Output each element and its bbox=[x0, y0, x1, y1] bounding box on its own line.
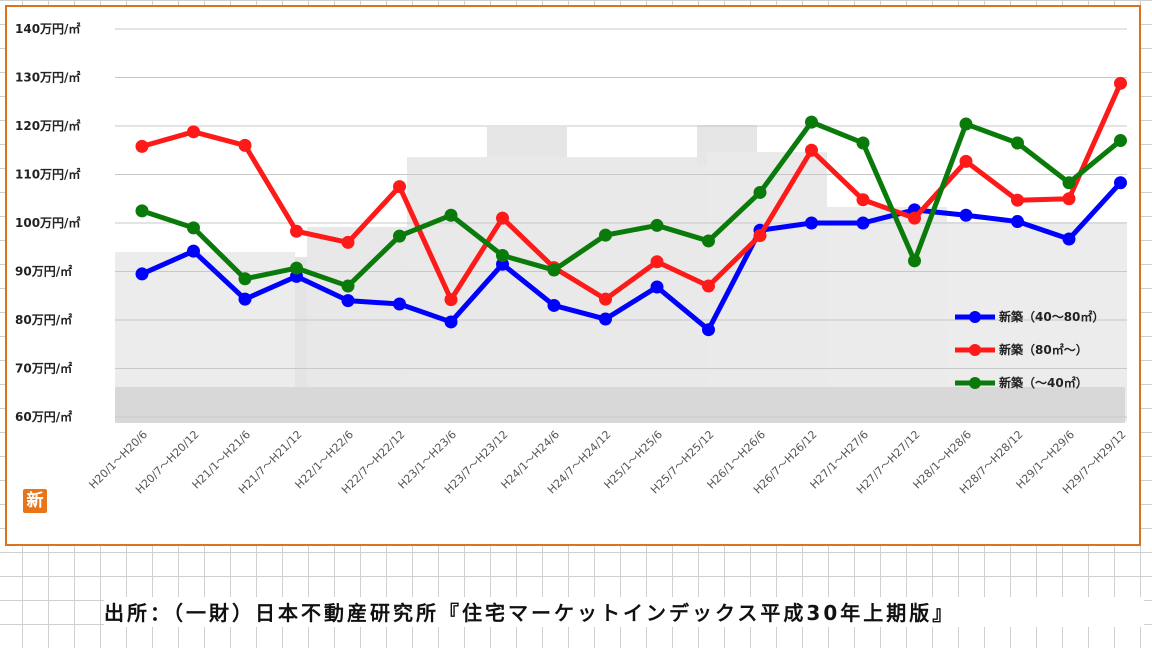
y-tick-label: 100万円/㎡ bbox=[15, 215, 80, 230]
data-point bbox=[856, 193, 870, 207]
series-1 bbox=[135, 76, 1127, 307]
data-point bbox=[1062, 232, 1076, 246]
series-line bbox=[141, 82, 1123, 303]
data-point bbox=[393, 229, 406, 243]
data-point bbox=[135, 139, 149, 153]
data-point bbox=[599, 312, 612, 326]
data-point bbox=[444, 315, 458, 329]
data-point bbox=[856, 216, 870, 230]
data-point bbox=[1011, 193, 1024, 207]
new-badge: 新 bbox=[23, 489, 47, 513]
data-point bbox=[238, 292, 252, 306]
data-point bbox=[1114, 76, 1127, 90]
photo-foreground bbox=[115, 387, 1125, 423]
data-point bbox=[341, 294, 355, 308]
data-point bbox=[238, 138, 252, 152]
data-point bbox=[393, 180, 406, 194]
source-caption: 出所：（一財）日本不動産研究所『住宅マーケットインデックス平成30年上期版』 bbox=[104, 597, 1144, 627]
data-point bbox=[187, 244, 200, 258]
chart-frame: 60万円/㎡ 70万円/㎡ 80万円/㎡ 90万円/㎡ 100万円/㎡ 110万円/㎡ 12… bbox=[5, 5, 1141, 546]
data-point bbox=[959, 154, 973, 168]
data-point bbox=[290, 224, 303, 238]
y-tick-label: 90万円/㎡ bbox=[15, 264, 72, 279]
series-line bbox=[141, 119, 1123, 289]
data-point bbox=[599, 292, 612, 306]
photo-building bbox=[827, 207, 947, 422]
line-chart: 60万円/㎡ 70万円/㎡ 80万円/㎡ 90万円/㎡ 100万円/㎡ 110万円/㎡ 12… bbox=[15, 21, 1129, 496]
data-point bbox=[959, 117, 973, 131]
data-point bbox=[702, 234, 715, 248]
data-point bbox=[187, 221, 200, 235]
data-point bbox=[1062, 192, 1076, 206]
data-point bbox=[187, 125, 200, 139]
legend: 新築（40～80㎡） 新築（80㎡～） 新築（～40㎡） bbox=[955, 309, 1104, 390]
data-point bbox=[547, 263, 561, 277]
legend-swatch-marker bbox=[969, 311, 981, 323]
data-point bbox=[444, 208, 458, 222]
legend-label: 新築（80㎡～） bbox=[999, 342, 1088, 357]
data-point bbox=[290, 261, 303, 275]
data-point bbox=[496, 248, 509, 262]
y-tick-label: 110万円/㎡ bbox=[15, 167, 80, 182]
y-tick-label: 60万円/㎡ bbox=[15, 409, 72, 424]
data-point bbox=[1114, 176, 1127, 190]
data-point bbox=[599, 228, 612, 242]
legend-swatch-marker bbox=[969, 344, 981, 356]
y-tick-label: 130万円/㎡ bbox=[15, 70, 80, 85]
legend-label: 新築（40～80㎡） bbox=[999, 309, 1104, 324]
data-point bbox=[805, 143, 818, 157]
y-tick-label: 140万円/㎡ bbox=[15, 21, 80, 36]
photo-building bbox=[487, 127, 567, 157]
data-point bbox=[753, 229, 767, 243]
data-point bbox=[238, 272, 252, 286]
y-tick-label: 70万円/㎡ bbox=[15, 361, 72, 376]
photo-building bbox=[707, 152, 827, 422]
series-line bbox=[140, 181, 1123, 333]
data-point bbox=[135, 204, 149, 218]
data-point bbox=[135, 267, 149, 281]
data-point bbox=[805, 216, 818, 230]
data-point bbox=[650, 280, 664, 294]
data-point bbox=[650, 218, 664, 232]
legend-swatch-marker bbox=[969, 377, 981, 389]
data-point bbox=[1011, 136, 1024, 150]
data-point bbox=[341, 279, 355, 293]
data-point bbox=[496, 211, 509, 225]
data-point bbox=[702, 279, 715, 293]
data-point bbox=[393, 297, 406, 311]
data-point bbox=[805, 115, 818, 129]
data-point bbox=[650, 255, 664, 269]
data-point bbox=[908, 254, 921, 268]
data-point bbox=[547, 298, 561, 312]
data-point bbox=[1062, 176, 1076, 190]
series-2 bbox=[135, 115, 1127, 293]
data-point bbox=[444, 293, 458, 307]
data-point bbox=[959, 208, 973, 222]
data-point bbox=[753, 185, 767, 199]
data-point bbox=[341, 235, 355, 249]
data-point bbox=[1011, 215, 1024, 229]
data-point bbox=[908, 211, 921, 225]
y-tick-label: 120万円/㎡ bbox=[15, 118, 80, 133]
y-tick-label: 80万円/㎡ bbox=[15, 312, 72, 327]
legend-label: 新築（～40㎡） bbox=[999, 375, 1088, 390]
data-point bbox=[702, 323, 715, 337]
data-point bbox=[856, 136, 870, 150]
data-point bbox=[1114, 134, 1127, 148]
